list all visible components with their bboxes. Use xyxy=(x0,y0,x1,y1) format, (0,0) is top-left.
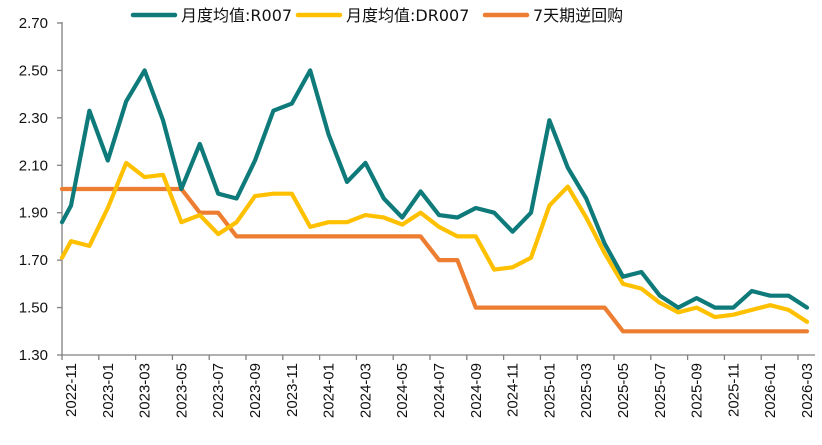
y-tick-label: 2.10 xyxy=(19,157,48,174)
x-tick-label: 2023-09 xyxy=(247,363,264,418)
legend: 月度均值:R007 月度均值:DR007 7天期逆回购 xyxy=(130,6,623,25)
legend-label-1: 月度均值:DR007 xyxy=(346,6,469,25)
x-tick-label: 2025-01 xyxy=(541,363,558,418)
series-layer xyxy=(59,68,810,334)
y-tick-label: 1.50 xyxy=(19,300,48,317)
x-tick-label: 2025-03 xyxy=(578,363,595,418)
x-tick-label: 2024-05 xyxy=(394,363,411,418)
x-tick-label: 2025-05 xyxy=(615,363,632,418)
y-tick-label: 2.70 xyxy=(19,15,48,32)
legend-label-0: 月度均值:R007 xyxy=(181,6,292,25)
y-tick-label: 1.30 xyxy=(19,347,48,364)
series-line-0 xyxy=(59,68,810,310)
legend-label-2: 7天期逆回购 xyxy=(533,6,623,25)
x-tick-label: 2023-03 xyxy=(137,363,154,418)
x-tick-label: 2023-05 xyxy=(173,363,190,418)
y-axis: 1.30 1.50 1.70 1.90 2.10 2.30 2.50 2.70 xyxy=(19,15,63,364)
x-tick-label: 2026-03 xyxy=(799,363,816,418)
x-tick-label: 2023-11 xyxy=(284,363,301,417)
x-tick-label: 2024-03 xyxy=(357,363,374,418)
series-line-1 xyxy=(59,160,810,324)
x-tick-label: 2025-09 xyxy=(689,363,706,418)
x-tick-label: 2023-07 xyxy=(210,363,227,418)
y-tick-label: 2.30 xyxy=(19,110,48,127)
y-tick-label: 1.70 xyxy=(19,252,48,269)
x-tick-label: 2023-01 xyxy=(100,363,117,418)
x-axis: 2022-11 2023-01 2023-03 2023-05 2023-07 2023-… xyxy=(61,354,816,418)
x-tick-label: 2026-01 xyxy=(762,363,779,418)
y-tick-label: 2.50 xyxy=(19,62,48,79)
x-tick-label: 2025-11 xyxy=(725,363,742,417)
x-tick-label: 2025-07 xyxy=(652,363,669,418)
series-line-2 xyxy=(59,186,810,334)
y-tick-label: 1.90 xyxy=(19,205,48,222)
x-tick-label: 2024-07 xyxy=(431,363,448,418)
x-tick-label: 2024-01 xyxy=(321,363,338,418)
x-tick-label: 2024-09 xyxy=(468,363,485,418)
x-tick-label: 2022-11 xyxy=(63,363,80,417)
x-tick-label: 2024-11 xyxy=(505,363,522,417)
